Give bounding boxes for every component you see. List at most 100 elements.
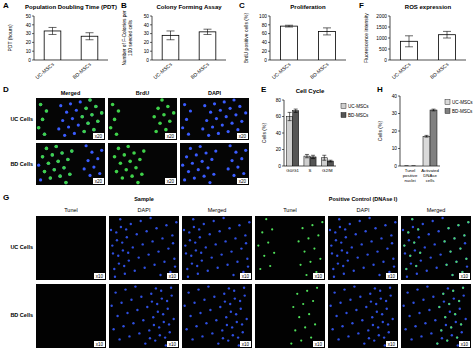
cell-nucleus: [236, 321, 238, 323]
cell-nucleus: [406, 276, 408, 278]
cell-nucleus: [344, 228, 346, 230]
cell-nucleus: [82, 130, 86, 134]
cell-nucleus: [165, 344, 167, 346]
panel-letter: B: [121, 1, 127, 10]
cell-nucleus: [113, 268, 115, 270]
cell-nucleus: [184, 244, 186, 246]
error-cap: [167, 30, 175, 31]
cell-nucleus: [372, 324, 374, 326]
y-axis-label: Number of F-Colonies per: [122, 10, 127, 66]
cell-nucleus: [159, 334, 161, 336]
cell-nucleus: [238, 105, 241, 108]
cell-nucleus: [201, 160, 204, 163]
cell-nucleus: [149, 217, 151, 219]
cell-nucleus: [207, 134, 210, 137]
error-cap: [49, 27, 57, 28]
cell-nucleus: [440, 329, 442, 331]
cell-nucleus: [55, 145, 58, 148]
cell-nucleus: [449, 251, 451, 253]
error-cap: [204, 29, 212, 30]
y-tick-label: 500: [379, 47, 387, 52]
cell-nucleus: [88, 174, 91, 177]
cell-nucleus: [355, 309, 357, 311]
cell-nucleus: [259, 268, 261, 270]
cell-nucleus: [214, 243, 216, 245]
cell-nucleus: [438, 306, 440, 308]
cell-nucleus: [335, 239, 337, 241]
error-bar: [89, 33, 90, 40]
cell-nucleus: [132, 322, 134, 324]
cell-nucleus: [364, 230, 366, 232]
cell-nucleus: [126, 145, 130, 149]
cell-nucleus: [402, 229, 404, 231]
cell-nucleus: [160, 290, 162, 292]
cell-nucleus: [244, 294, 246, 296]
cell-nucleus: [331, 328, 333, 330]
x-tick-label: ActivatedDNAsecells: [421, 168, 439, 183]
cell-nucleus: [154, 339, 156, 341]
image-background: [328, 216, 398, 280]
cell-nucleus: [455, 261, 457, 263]
cell-nucleus: [451, 334, 453, 336]
cell-nucleus: [384, 344, 386, 346]
image-background: [328, 284, 398, 348]
error-bar: [324, 155, 325, 160]
cell-nucleus: [455, 261, 457, 263]
cell-nucleus: [168, 119, 172, 123]
cell-nucleus: [213, 102, 216, 105]
error-bar: [313, 155, 314, 158]
error-cap: [285, 27, 293, 28]
magnification-box: [167, 273, 178, 279]
cell-nucleus: [152, 316, 154, 318]
cell-nucleus: [121, 176, 125, 180]
cell-nucleus: [195, 249, 197, 251]
cell-nucleus: [73, 132, 76, 135]
marks: [287, 109, 334, 166]
row-label: BD Cells: [10, 312, 33, 318]
cell-nucleus: [138, 158, 142, 162]
cell-nucleus: [90, 151, 93, 154]
cell-nucleus: [204, 151, 207, 154]
cell-nucleus: [194, 241, 196, 243]
magnification: x10: [315, 342, 323, 347]
title: Proliferation: [290, 4, 326, 10]
cell-nucleus: [231, 326, 233, 328]
cell-nucleus: [156, 107, 160, 111]
cell-nucleus: [374, 287, 376, 289]
cell-nucleus: [430, 332, 432, 334]
cell-nucleus: [219, 306, 221, 308]
cell-nucleus: [308, 313, 310, 315]
x-tick-label: G0/G1: [286, 168, 299, 173]
cell-nucleus: [412, 302, 414, 304]
cell-nucleus: [226, 324, 228, 326]
cell-nucleus: [196, 265, 198, 267]
y-tick-label: 0: [264, 58, 267, 63]
cell-nucleus: [144, 342, 146, 344]
image-background: [36, 216, 106, 280]
cell-nucleus: [430, 256, 432, 258]
cell-nucleus: [203, 175, 206, 178]
panel-letter: G: [3, 193, 9, 202]
cell-nucleus: [456, 337, 458, 339]
marks: [400, 31, 455, 60]
column-header: DAPI: [208, 90, 222, 96]
cell-nucleus: [213, 220, 215, 222]
cell-nucleus: [414, 325, 416, 327]
cell-nucleus: [444, 316, 446, 318]
error-cap: [86, 32, 94, 33]
cell-nucleus: [208, 181, 211, 184]
cell-nucleus: [112, 328, 114, 330]
y-tick-label: 100: [259, 14, 267, 19]
cell-nucleus: [422, 223, 424, 225]
cell-nucleus: [153, 264, 155, 266]
marks: [280, 25, 335, 60]
error-bar: [289, 112, 290, 120]
x-tick-label: G2/M: [322, 168, 333, 173]
cell-nucleus: [175, 221, 177, 223]
cell-nucleus: [199, 145, 202, 148]
y-tick-label: 50: [144, 14, 150, 19]
cell-nucleus: [452, 290, 454, 292]
cell-nucleus: [219, 109, 222, 112]
cell-nucleus: [265, 218, 267, 220]
y-axis-label: Cells (%): [261, 123, 267, 144]
